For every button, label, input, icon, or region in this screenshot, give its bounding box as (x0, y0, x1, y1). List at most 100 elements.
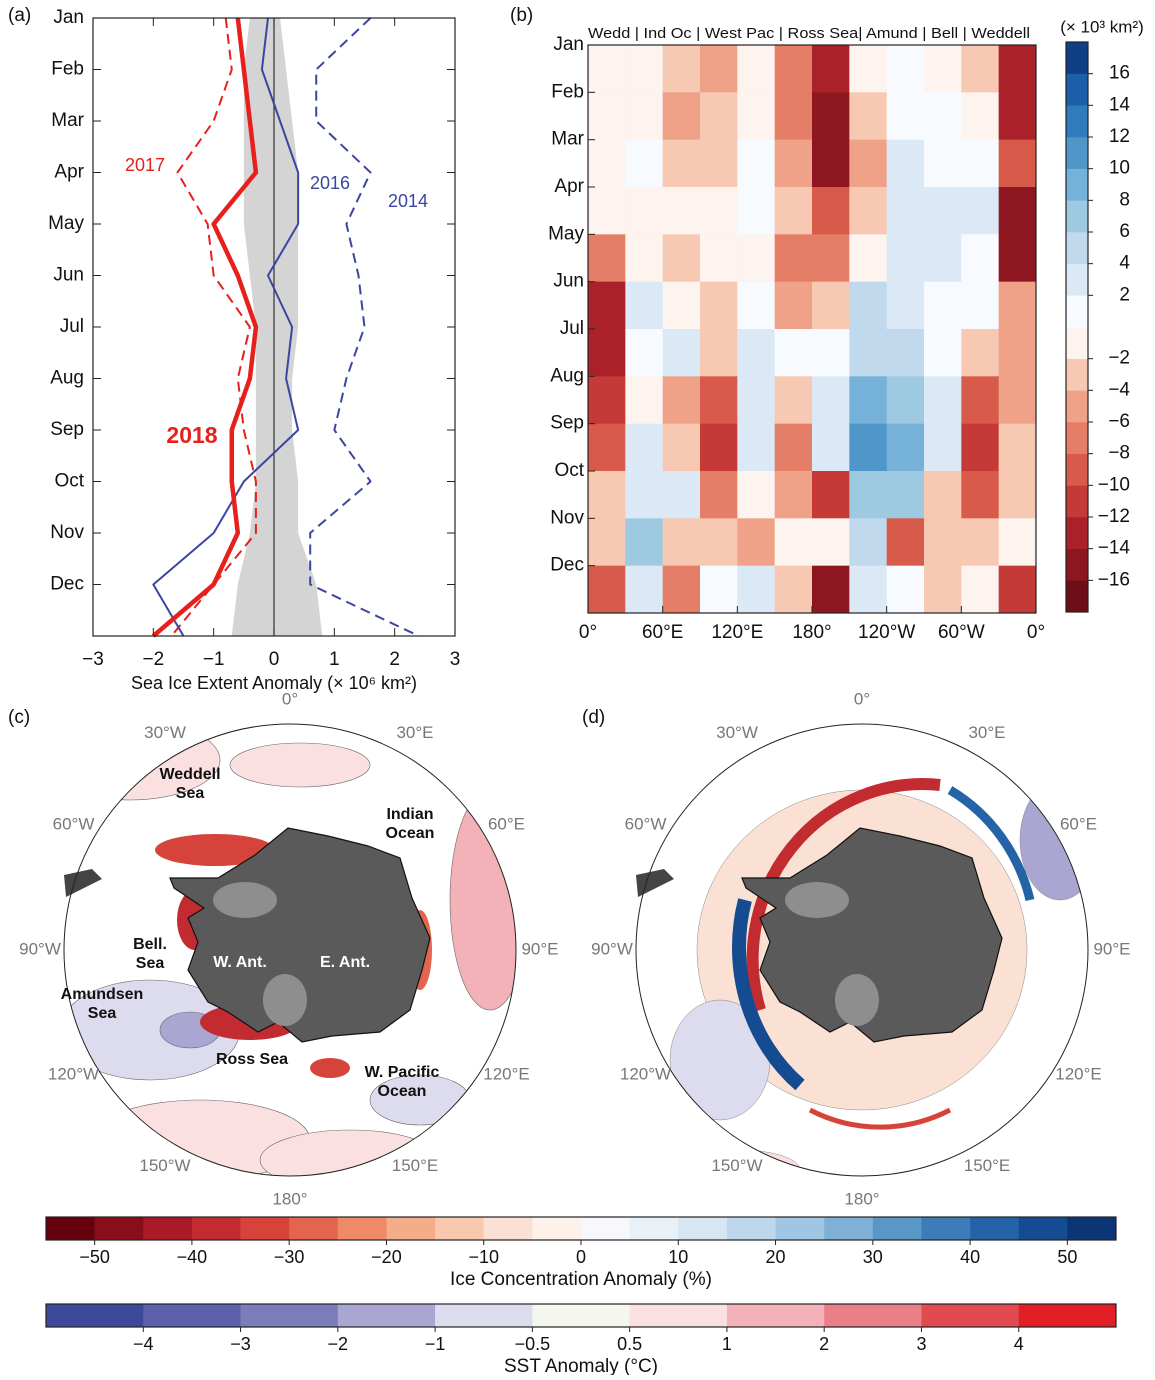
colorbar-swatch (143, 1217, 193, 1240)
colorbar-swatch (872, 1217, 922, 1240)
colorbar-swatch (337, 1304, 436, 1327)
heat-cell (737, 139, 776, 188)
heat-cell (625, 139, 664, 188)
colorbar-swatch (532, 1217, 582, 1240)
colorbar-swatch (629, 1304, 728, 1327)
x-tick-label: 3 (450, 649, 461, 670)
heat-cell (812, 281, 850, 330)
colorbar-swatch (1066, 548, 1088, 581)
colorbar-tick-label: 14 (1109, 94, 1131, 115)
longitude-label: 60°W (625, 814, 667, 833)
panel-label: (d) (582, 707, 605, 728)
colorbar-swatch (678, 1217, 728, 1240)
heat-cell (625, 471, 664, 519)
heat-cell (998, 139, 1037, 188)
heat-cell (625, 329, 664, 377)
series-line (170, 17, 257, 637)
ice-edge-blue (732, 898, 805, 1091)
heat-cell (849, 423, 888, 472)
y-tick-label: Mar (551, 129, 584, 150)
heat-cell (588, 187, 626, 235)
y-tick-label: Nov (50, 522, 84, 543)
region-label: Bell. (133, 936, 167, 953)
heat-cell (662, 234, 701, 283)
ice-shelf (213, 882, 277, 918)
y-tick-label: Jun (553, 271, 584, 292)
heat-cell (737, 281, 776, 330)
region-label: Indian (386, 806, 433, 823)
series-line (309, 17, 420, 637)
colorbar-swatch (1066, 422, 1088, 454)
heat-cell (812, 471, 850, 519)
ice-shelf (263, 974, 307, 1026)
heat-cell (849, 471, 888, 519)
colorbar-title: (× 10³ km²) (1060, 17, 1144, 36)
heat-cell (700, 139, 738, 188)
y-tick-label: Jan (553, 34, 584, 55)
region-label: Weddell (159, 766, 220, 783)
colorbar-title: SST Anomaly (°C) (504, 1356, 658, 1375)
colorbar-tick-label: −6 (1108, 411, 1130, 432)
y-tick-label: Aug (50, 368, 84, 389)
heat-cell (849, 329, 888, 377)
colorbar-swatch (1066, 42, 1088, 74)
heat-cell (737, 187, 776, 235)
y-tick-label: Oct (54, 471, 84, 492)
heat-cell (924, 187, 962, 235)
longitude-label: 30°E (396, 723, 433, 742)
colorbar-tick-label: 20 (766, 1247, 786, 1267)
longitude-label: 30°W (144, 723, 186, 742)
series-label: 2017 (125, 155, 165, 175)
y-tick-label: Jun (53, 265, 84, 286)
heat-cell (961, 518, 1000, 567)
colorbar-swatch (921, 1217, 971, 1240)
colorbar-tick-label: −12 (1098, 506, 1130, 527)
heat-cell (886, 187, 925, 235)
longitude-label: 120°W (48, 1064, 99, 1083)
heat-cell (774, 376, 813, 425)
colorbar-tick-label: 2 (819, 1334, 829, 1354)
heat-cell (774, 234, 813, 283)
colorbar-swatch (824, 1304, 922, 1327)
heat-cell (662, 518, 701, 567)
colorbar-swatch (970, 1217, 1020, 1240)
y-tick-label: Feb (551, 81, 584, 102)
heat-cell (812, 187, 850, 235)
colorbar-frame (45, 1303, 1117, 1328)
ice-shelf (785, 882, 849, 918)
colorbar-swatch (46, 1304, 144, 1327)
heat-cell (924, 565, 962, 614)
colorbar-tick-label: −10 (1098, 474, 1130, 495)
heat-cell (961, 187, 1000, 235)
colorbar-swatch (775, 1217, 825, 1240)
longitude-label: 60°W (53, 814, 95, 833)
heat-cell (924, 281, 962, 330)
region-label: W. Pacific (365, 1064, 440, 1081)
heat-cell (588, 471, 626, 519)
heat-cell (812, 376, 850, 425)
heat-cell (849, 139, 888, 188)
colorbar-swatch (629, 1217, 679, 1240)
ice-shelf (835, 974, 879, 1026)
x-tick-label: 0° (579, 622, 597, 643)
longitude-label: 90°E (521, 939, 558, 958)
heat-cell (812, 234, 850, 283)
heat-cell (849, 281, 888, 330)
colorbar-swatch (1066, 580, 1088, 613)
y-tick-label: Jan (53, 7, 84, 28)
panel-label: (c) (8, 707, 30, 728)
heat-cell (998, 471, 1037, 519)
heat-cell (625, 187, 664, 235)
colorbar-swatch (1066, 168, 1088, 201)
colorbar-tick-label: 1 (722, 1334, 732, 1354)
x-tick-label: 0° (1027, 622, 1045, 643)
heat-cell (849, 187, 888, 235)
heat-cell (588, 565, 626, 614)
heat-cell (886, 471, 925, 519)
longitude-label: 120°E (1055, 1064, 1102, 1083)
ice-patch (155, 834, 275, 866)
heat-cell (961, 376, 1000, 425)
heat-cell (924, 234, 962, 283)
heat-cell (662, 92, 701, 141)
colorbar-swatch (1066, 263, 1088, 296)
